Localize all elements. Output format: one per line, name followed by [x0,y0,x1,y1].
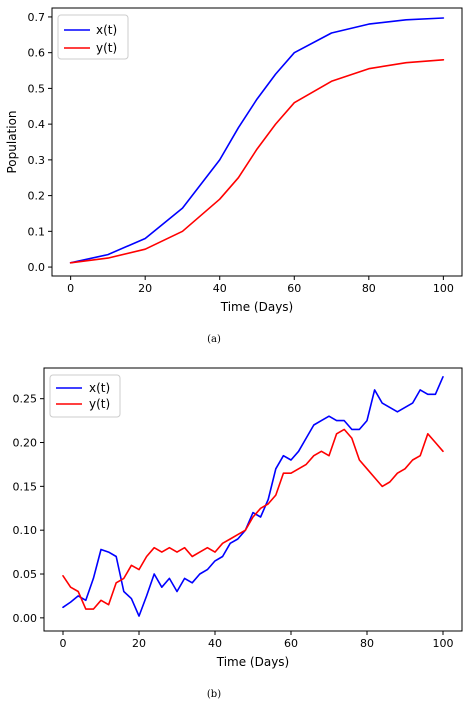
chart-b-x-tick-label: 0 [60,637,67,650]
chart-a-y-tick-label: 0.2 [28,190,46,203]
chart-a-legend-label-y: y(t) [96,41,117,55]
chart-b-y-tick-label: 0.25 [13,393,38,406]
chart-a-x-tick-label: 0 [67,282,74,295]
chart-a-legend-box [57,14,129,60]
chart-a-y-tick-label: 0.1 [28,225,46,238]
chart-b-y-ticks: 0.00 0.05 0.10 0.15 0.20 0.25 [13,393,44,625]
chart-a-caption: (a) [207,334,221,345]
chart-a-series-x [69,17,445,264]
chart-a-x-tick-label: 80 [362,282,376,295]
chart-a-x-tick-label: 40 [213,282,227,295]
chart-b-y-tick-label: 0.20 [13,437,38,450]
chart-b-x-tick-label: 80 [360,637,374,650]
chart-b-legend-box [49,374,121,418]
chart-a-xlabel: Time (Days) [220,300,294,314]
chart-a-legend-label-x: x(t) [96,23,117,37]
chart-b-series-group [62,375,444,617]
chart-b-y-tick-label: 0.05 [13,568,38,581]
chart-a-x-tick-label: 100 [433,282,454,295]
chart-b-caption: (b) [207,689,221,700]
chart-a-y-tick-label: 0.3 [28,154,46,167]
chart-b-x-tick-label: 20 [132,637,146,650]
chart-a-y-tick-label: 0.7 [28,11,46,24]
chart-b-legend-label-y: y(t) [89,397,110,411]
chart-b-y-tick-label: 0.15 [13,480,38,493]
chart-a-legend: x(t) y(t) [57,14,129,60]
chart-b-x-tick-label: 40 [208,637,222,650]
chart-b-x-tick-label: 100 [433,637,454,650]
chart-b-y-tick-label: 0.00 [13,612,38,625]
chart-b-legend: x(t) y(t) [49,374,121,418]
chart-a-axes-frame [51,7,463,277]
chart-b-y-tick-label: 0.10 [13,524,38,537]
chart-a-y-tick-label: 0.6 [28,47,46,60]
chart-a-y-tick-label: 0.4 [28,118,46,131]
chart-b-axes-frame [43,367,463,632]
chart-b-series-y [62,428,444,610]
chart-b-series-x [62,375,444,617]
chart-a-x-tick-label: 20 [138,282,152,295]
chart-b-legend-label-x: x(t) [89,381,110,395]
chart-a-ylabel: Population [5,110,19,173]
chart-b-xlabel: Time (Days) [216,655,290,669]
chart-a: 0 20 40 60 80 100 0.0 0.1 0.2 0.3 0.4 0.5 0.6 0.7 Ti… [5,7,463,345]
chart-a-y-tick-label: 0.0 [28,261,46,274]
chart-b-x-ticks: 0 20 40 60 80 100 [60,631,454,650]
chart-b: 0 20 40 60 80 100 0.00 0.05 0.10 0.15 0.20 0.25 Ti… [13,367,463,700]
chart-a-series-group [69,17,445,264]
chart-a-series-y [69,58,445,264]
chart-a-x-tick-label: 60 [287,282,301,295]
chart-a-y-ticks: 0.0 0.1 0.2 0.3 0.4 0.5 0.6 0.7 [28,11,52,274]
chart-a-x-ticks: 0 20 40 60 80 100 [67,276,454,295]
chart-b-x-tick-label: 60 [284,637,298,650]
chart-a-y-tick-label: 0.5 [28,82,46,95]
